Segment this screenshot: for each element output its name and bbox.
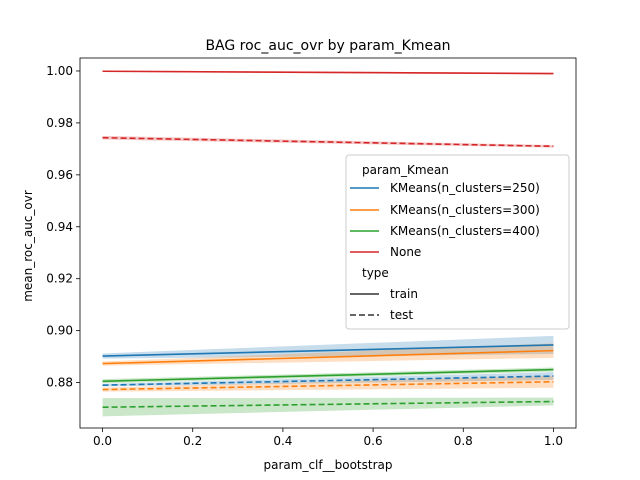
x-tick-label: 0.0 xyxy=(93,434,112,448)
legend-label-none: None xyxy=(390,245,421,259)
y-tick-label: 1.00 xyxy=(46,64,73,78)
x-tick-label: 0.6 xyxy=(364,434,383,448)
y-tick-label: 0.88 xyxy=(46,376,73,390)
x-tick-label: 1.0 xyxy=(544,434,563,448)
chart-title: BAG roc_auc_ovr by param_Kmean xyxy=(205,38,450,54)
series-line-kmeans-n-clusters-400-train xyxy=(102,368,554,383)
y-tick-label: 0.96 xyxy=(46,168,73,182)
axis-ticks: 0.0 0.2 0.4 0.6 0.8 1.0 0.88 0.90 0.92 0.94 0.96 0.… xyxy=(46,64,563,448)
legend-style-title: type xyxy=(362,266,389,280)
y-tick-label: 0.98 xyxy=(46,116,73,130)
x-axis-label: param_clf__bootstrap xyxy=(264,458,393,472)
legend-label-kmeans-250: KMeans(n_clusters=250) xyxy=(390,181,540,195)
plot-frame xyxy=(79,57,577,429)
legend-hue-title: param_Kmean xyxy=(362,163,449,177)
series-line-kmeans-n-clusters-250-train xyxy=(102,344,554,357)
y-tick-label: 0.92 xyxy=(46,272,73,286)
legend-label-test: test xyxy=(390,308,413,322)
series-line-none-train xyxy=(102,70,554,75)
y-tick-label: 0.94 xyxy=(46,220,73,234)
legend-box xyxy=(345,154,570,330)
y-tick-label: 0.90 xyxy=(46,324,73,338)
legend-label-kmeans-300: KMeans(n_clusters=300) xyxy=(390,203,540,217)
series-lines xyxy=(102,70,554,409)
series-line-none-test xyxy=(102,136,554,148)
x-tick-label: 0.8 xyxy=(454,434,473,448)
legend-label-kmeans-400: KMeans(n_clusters=400) xyxy=(390,224,540,238)
y-axis-label: mean_roc_auc_ovr xyxy=(21,190,35,302)
series-line-kmeans-n-clusters-400-test xyxy=(102,400,554,409)
series-line-kmeans-n-clusters-300-train xyxy=(102,349,554,365)
x-tick-label: 0.2 xyxy=(183,434,202,448)
series-line-kmeans-n-clusters-250-test xyxy=(102,375,554,386)
x-tick-label: 0.4 xyxy=(273,434,292,448)
legend-label-train: train xyxy=(390,287,418,301)
legend: param_Kmean KMeans(n_clusters=250) KMean… xyxy=(345,154,570,330)
series-line-kmeans-n-clusters-300-test xyxy=(102,380,554,391)
